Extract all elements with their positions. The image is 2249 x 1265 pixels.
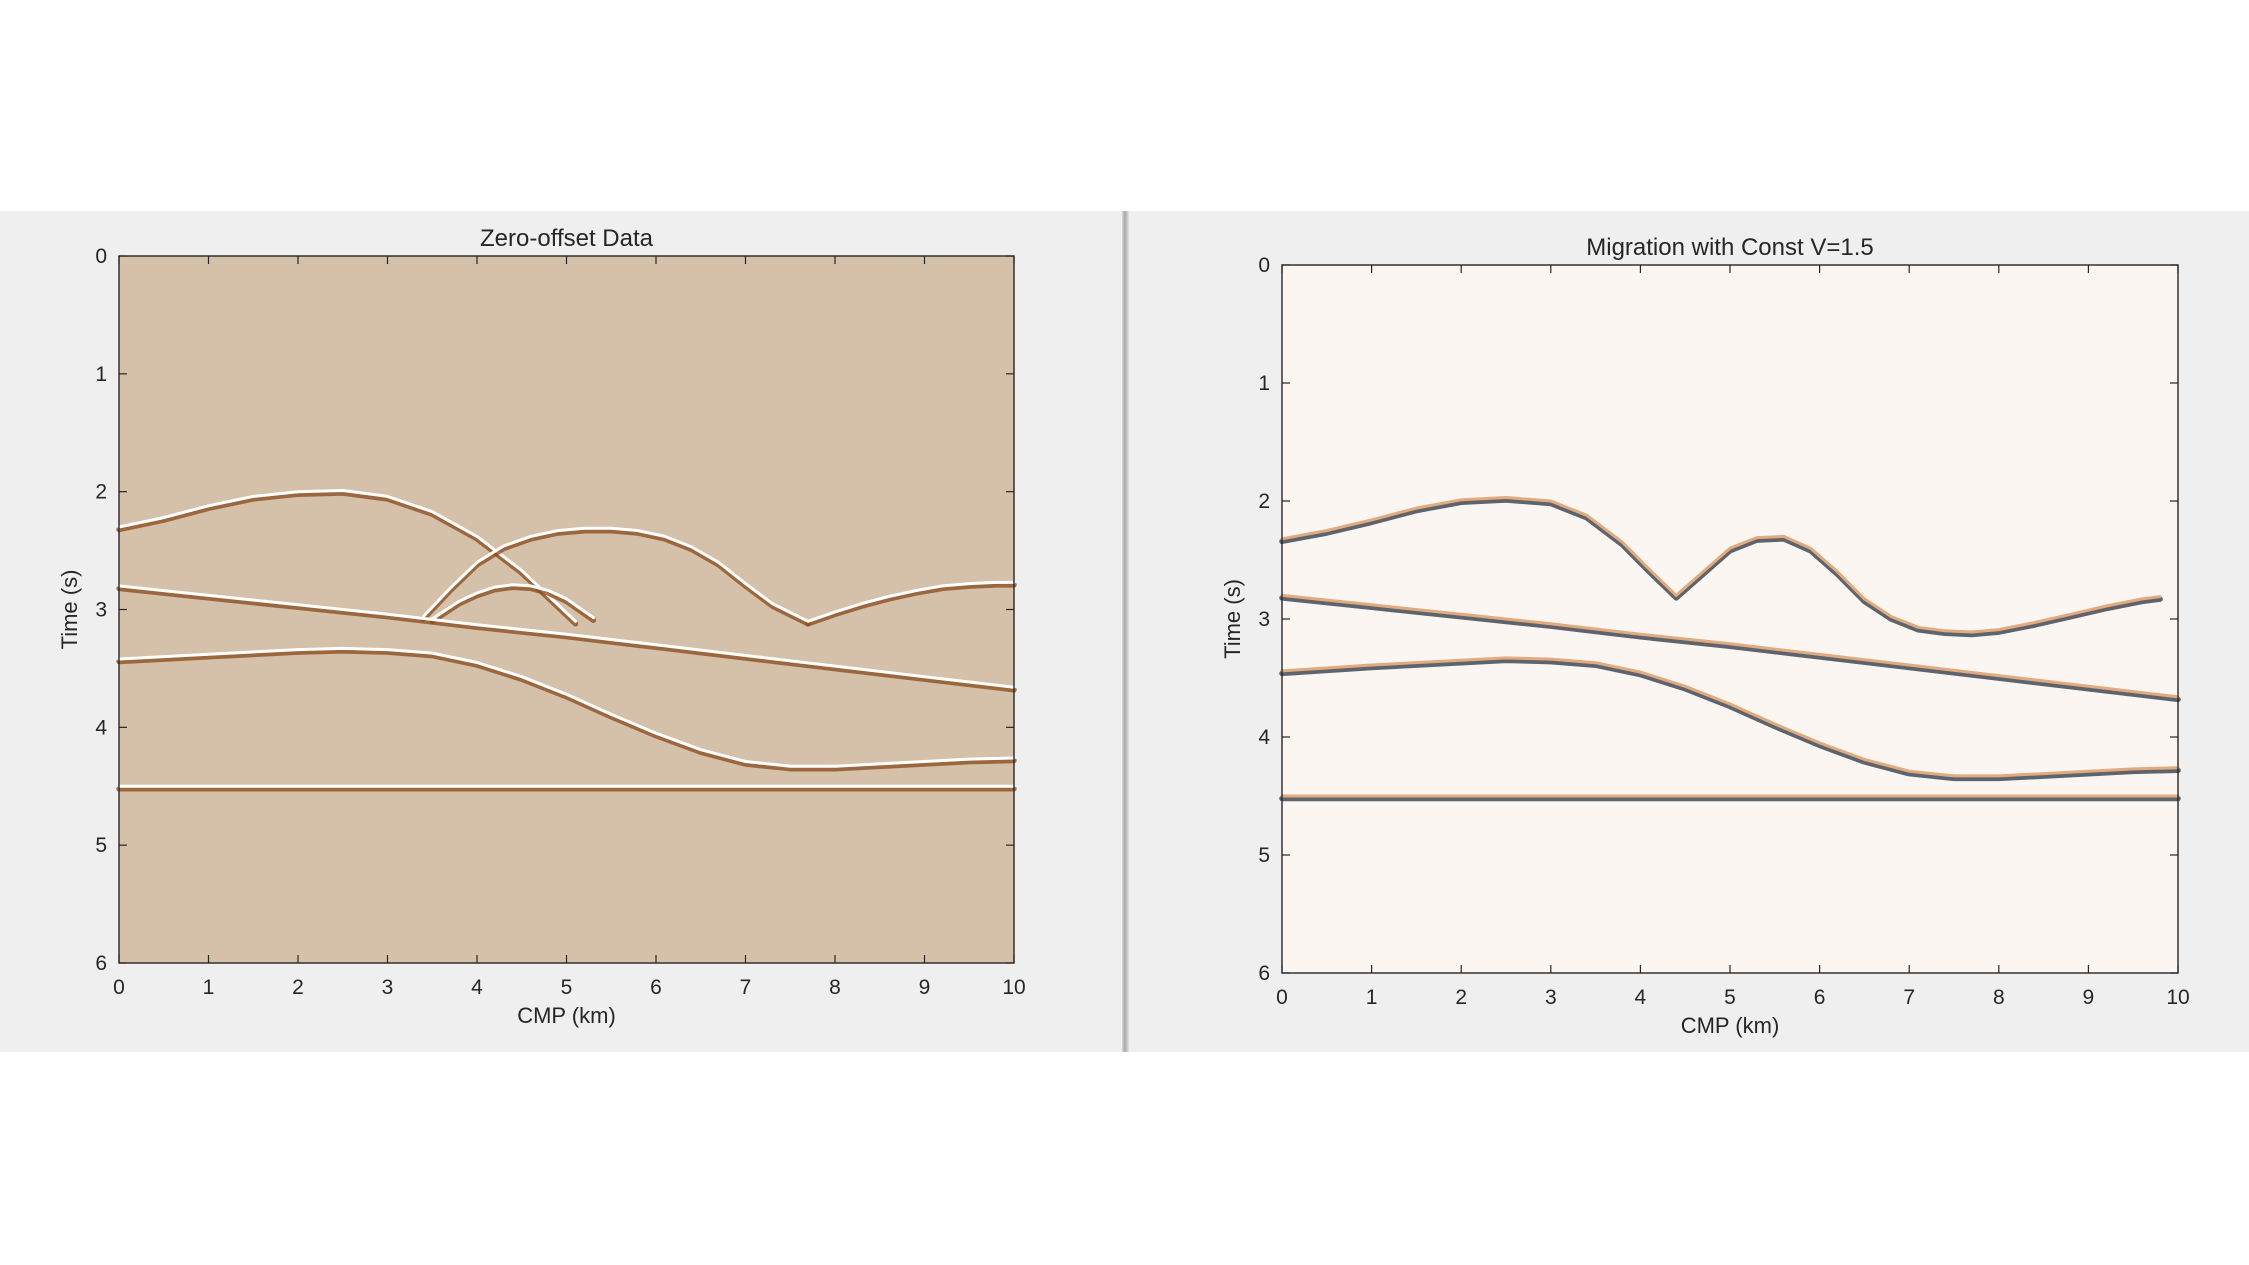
event-lobe-5 [116,648,1017,772]
x-tick-label: 4 [471,976,483,999]
y-tick-label: 3 [1258,608,1270,631]
x-tick-label: 6 [650,976,662,999]
x-tick-label: 0 [113,976,125,999]
x-tick-label: 1 [203,976,215,999]
x-tick-label: 0 [1276,986,1288,1009]
x-tick-label: 7 [740,976,752,999]
x-tick-label: 9 [2083,986,2095,1009]
x-tick-label: 8 [1993,986,2005,1009]
y-tick-label: 3 [95,599,107,622]
event-core-1 [421,526,810,623]
event-core-1 [1280,593,2180,699]
plot-background [1282,265,2178,973]
axis-ticks: 0 1 2 3 4 5 6 7 8 9 10 0 1 2 3 4 5 6 [1258,254,2189,1009]
y-tick-label: 5 [95,834,107,857]
x-tick-label: 5 [1724,986,1736,1009]
event-lobe-0 [1279,497,2163,638]
event-lobe-1 [420,527,811,627]
y-tick-label: 1 [95,363,107,386]
event-core-5 [117,646,1016,768]
x-tick-label: 9 [919,976,931,999]
x-tick-label: 10 [2166,986,2189,1009]
y-tick-label: 5 [1258,844,1270,867]
axis-ticks: 0 1 2 3 4 5 6 7 8 9 10 0 1 2 3 4 5 6 [95,245,1025,999]
event-core-0 [1280,496,2162,634]
y-axis-label: Time (s) [1220,579,1245,659]
event-lobe-3 [805,582,1017,627]
y-axis-label: Time (s) [57,570,82,650]
x-tick-label: 8 [829,976,841,999]
x-tick-label: 10 [1002,976,1025,999]
y-tick-label: 1 [1258,372,1270,395]
panel-title: Zero-offset Data [480,225,654,252]
y-tick-label: 2 [1258,490,1270,513]
y-tick-label: 6 [95,952,107,975]
y-tick-label: 4 [1258,726,1270,749]
x-tick-label: 1 [1366,986,1378,1009]
x-tick-label: 5 [561,976,573,999]
x-tick-label: 3 [382,976,394,999]
event-lobe-1 [1279,595,2181,703]
x-axis-label: CMP (km) [517,1003,616,1028]
x-tick-label: 6 [1814,986,1826,1009]
window-divider[interactable] [1122,211,1129,1052]
seismic-events [1279,496,2181,802]
x-tick-label: 3 [1545,986,1557,1009]
event-lobe-4 [116,585,1017,693]
y-tick-label: 2 [95,481,107,504]
event-lobe-2 [1279,657,2181,782]
x-tick-label: 7 [1903,986,1915,1009]
panel-title: Migration with Const V=1.5 [1586,234,1873,261]
y-tick-label: 0 [95,245,107,268]
plot-background [119,256,1014,963]
event-core-4 [117,584,1016,689]
seismic-events [116,489,1017,792]
migration-panel: 0 1 2 3 4 5 6 7 8 9 10 0 1 2 3 4 5 6 Migration with Const… [1220,234,2190,1038]
x-axis-label: CMP (km) [1681,1013,1780,1038]
y-tick-label: 4 [95,716,107,739]
axes-box [118,255,1015,964]
event-core-2 [1280,656,2180,778]
axes-box [1281,264,2179,974]
x-tick-label: 4 [1635,986,1647,1009]
event-core-0 [117,489,577,623]
event-lobe-2 [429,584,597,625]
x-tick-label: 2 [1455,986,1467,1009]
event-lobe-0 [116,490,579,627]
y-tick-label: 6 [1258,962,1270,985]
event-core-3 [806,580,1016,623]
x-tick-label: 2 [292,976,304,999]
event-core-2 [430,583,595,621]
zero-offset-data-panel: 0 1 2 3 4 5 6 7 8 9 10 0 1 2 3 4 5 6 Zero-offset Data CMP… [57,225,1026,1028]
y-tick-label: 0 [1258,254,1270,277]
